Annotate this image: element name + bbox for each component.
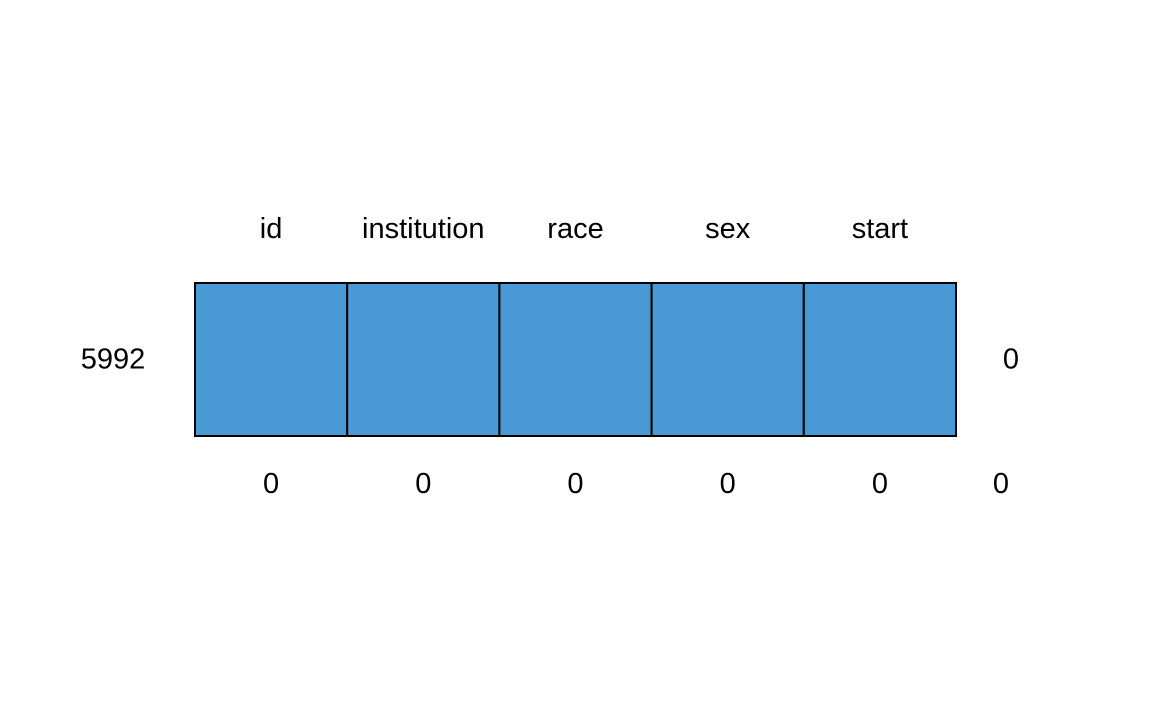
row-count-label: 5992 — [81, 344, 146, 376]
column-header-race: race — [547, 213, 603, 245]
pattern-cell-sex — [650, 282, 805, 437]
pattern-cell-start — [802, 282, 957, 437]
pattern-cell-race — [498, 282, 653, 437]
pattern-cell-id — [194, 282, 349, 437]
row-missing-total-label: 0 — [1003, 344, 1019, 376]
column-missing-count-start: 0 — [872, 468, 888, 500]
column-header-sex: sex — [705, 213, 751, 245]
column-missing-count-id: 0 — [263, 468, 279, 500]
column-missing-count-institution: 0 — [415, 468, 431, 500]
column-missing-count-sex: 0 — [720, 468, 736, 500]
column-header-institution: institution — [362, 213, 485, 245]
total-missing-label: 0 — [993, 468, 1009, 500]
pattern-cell-institution — [346, 282, 501, 437]
column-missing-count-race: 0 — [567, 468, 583, 500]
column-header-start: start — [852, 213, 908, 245]
column-header-id: id — [260, 213, 283, 245]
